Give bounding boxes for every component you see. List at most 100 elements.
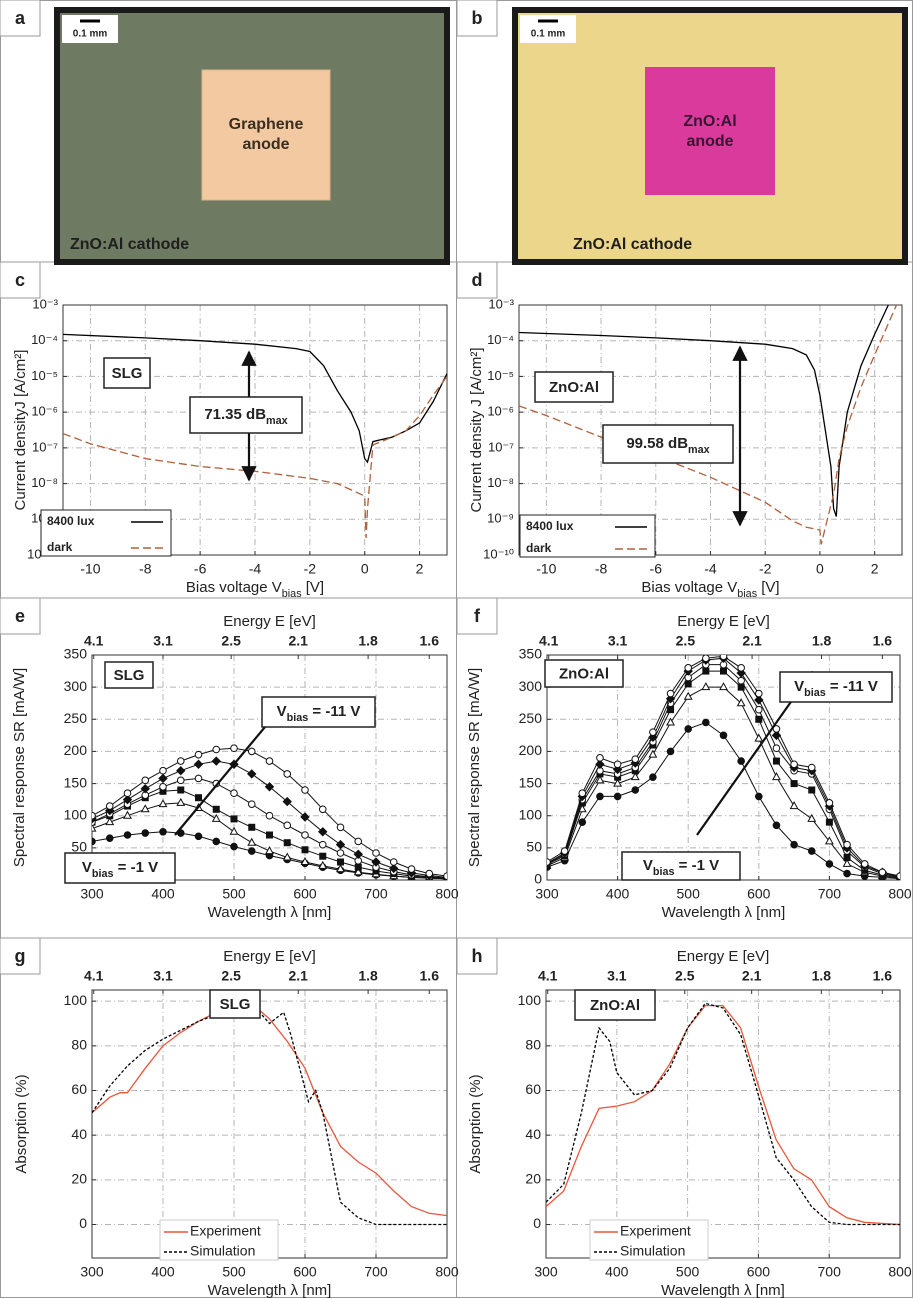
text-part: = -11 V — [826, 678, 878, 695]
marker — [195, 794, 202, 802]
marker — [318, 840, 327, 849]
panel-a: a Graphene anode 0.1 mm ZnO:Al cathode — [0, 0, 450, 265]
marker — [229, 826, 239, 835]
marker — [701, 682, 711, 691]
marker — [105, 834, 114, 843]
marker — [613, 760, 622, 769]
tag-box — [534, 371, 614, 403]
x-tick-label: 300 — [535, 886, 559, 902]
marker — [318, 860, 328, 869]
marker — [247, 837, 257, 846]
x2-tick-label: 1.6 — [873, 968, 893, 984]
y-tick-label: 0 — [533, 1215, 541, 1231]
marker — [772, 757, 780, 765]
y-tick-label: 200 — [64, 742, 88, 758]
marker — [212, 805, 220, 813]
marker — [123, 789, 132, 798]
x2-tick-label: 4.1 — [84, 633, 104, 649]
marker — [212, 837, 221, 846]
marker — [265, 811, 274, 820]
marker — [737, 676, 745, 685]
marker — [843, 869, 851, 878]
marker — [123, 810, 132, 819]
outer-label: ZnO:Al cathode — [573, 236, 692, 253]
text-part: V — [82, 859, 92, 876]
y-tick-label: 100 — [64, 992, 88, 1008]
series-line — [63, 376, 447, 539]
marker — [92, 811, 96, 820]
marker — [353, 849, 363, 859]
x2-tick-label: 3.1 — [608, 633, 628, 649]
letter-box — [0, 261, 41, 299]
marker — [337, 858, 344, 866]
legend-label: 8400 lux — [47, 514, 95, 528]
y-tick-label: 10⁻⁷ — [488, 439, 514, 454]
y-tick-label: 50 — [526, 839, 542, 855]
marker — [300, 856, 310, 865]
panel-letter: g — [15, 946, 26, 966]
x-tick-label: -6 — [194, 561, 207, 577]
marker — [283, 821, 292, 830]
x2-tick-label: 2.5 — [675, 968, 695, 984]
x-tick-label: 600 — [293, 886, 317, 902]
marker — [824, 836, 834, 845]
y-tick-label: 150 — [519, 774, 543, 790]
x2-tick-label: 4.1 — [84, 968, 104, 984]
subscript: max — [266, 415, 288, 427]
y-tick-label: 300 — [519, 678, 543, 694]
marker — [194, 774, 203, 783]
x-tick-label: -4 — [704, 561, 717, 577]
x2-tick-label: 3.1 — [153, 633, 173, 649]
marker — [790, 760, 798, 769]
text-part: 99.58 dB — [626, 435, 688, 452]
annotation-box — [189, 396, 303, 434]
y-tick-label: 100 — [518, 992, 542, 1008]
chart-panel: -10 -8 -6 -4 -2 0 2 10⁻³ 10⁻⁴ 10⁻⁵ 10⁻⁶ 10⁻⁷ 10⁻⁸ 10⁻… — [456, 261, 903, 600]
marker — [665, 694, 676, 704]
y-axis-title: Current density J [A/cm²] — [468, 347, 485, 512]
text-part: V — [794, 678, 804, 695]
marker — [613, 792, 622, 801]
marker — [194, 750, 203, 759]
marker — [141, 776, 150, 785]
marker — [843, 840, 851, 849]
marker — [649, 728, 657, 736]
x-tick-label: -4 — [249, 561, 262, 577]
inner-label: anode — [242, 136, 289, 153]
tag-label: ZnO:Al — [590, 997, 640, 1014]
marker — [860, 860, 869, 868]
x-tick-label: 400 — [606, 886, 630, 902]
marker — [319, 852, 327, 860]
marker — [159, 827, 167, 836]
y-tick-label: 60 — [525, 1081, 541, 1097]
text-part: [V] — [302, 579, 325, 596]
panel-letter: a — [15, 8, 26, 28]
x-tick-label: 800 — [435, 886, 459, 902]
tag-box — [209, 989, 261, 1019]
chart-panel: 3004005006007008000501001502002503003504… — [0, 597, 459, 921]
x-tick-label: -2 — [304, 561, 317, 577]
marker — [389, 858, 398, 866]
text-part: = -11 V — [308, 703, 360, 720]
y-tick-label: 200 — [519, 742, 543, 758]
marker — [666, 689, 675, 698]
x-tick-label: 700 — [818, 1264, 842, 1280]
marker — [825, 799, 834, 807]
x-axis-title: Wavelength λ [nm] — [661, 1282, 785, 1298]
x-tick-label: 2 — [871, 561, 879, 577]
x-tick-label: -2 — [759, 561, 772, 577]
x2-tick-label: 2.1 — [289, 968, 309, 984]
zno-anode — [645, 67, 775, 195]
marker — [159, 766, 167, 775]
subscript: bias — [282, 588, 302, 600]
y-tick-label: 100 — [64, 806, 88, 822]
marker — [878, 868, 887, 877]
marker — [354, 837, 363, 846]
marker — [825, 860, 834, 868]
marker — [211, 756, 221, 766]
x2-tick-label: 1.8 — [358, 633, 378, 649]
plot-area — [92, 655, 447, 880]
x-tick-label: 400 — [605, 1264, 629, 1280]
y-tick-label: 20 — [525, 1171, 541, 1187]
x2-tick-label: 1.6 — [873, 633, 893, 649]
